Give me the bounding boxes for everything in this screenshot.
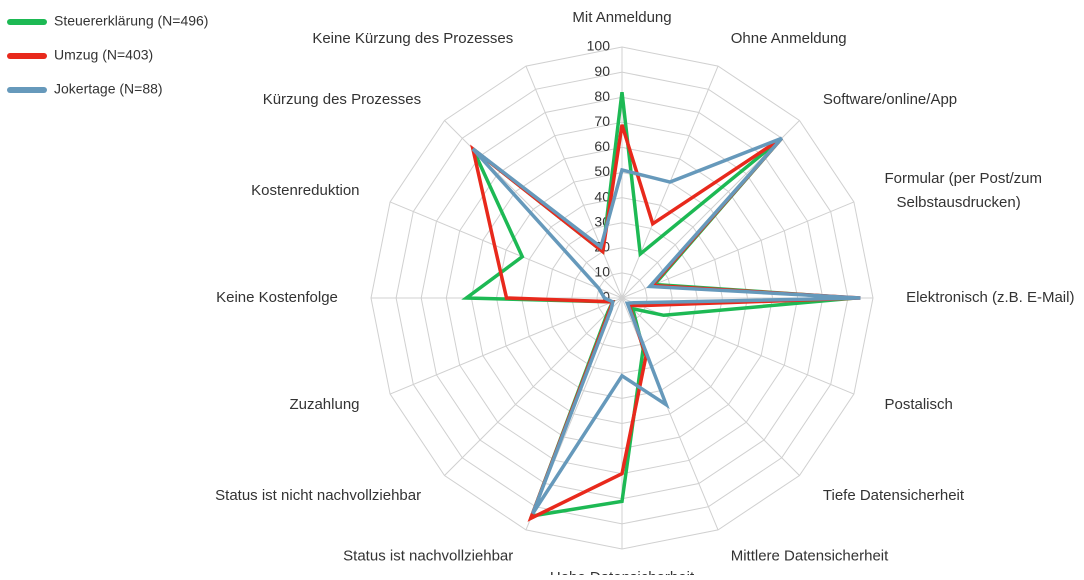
- spoke: [444, 297, 623, 476]
- r-tick-label: 60: [594, 138, 610, 154]
- spoke: [621, 201, 855, 299]
- legend-label: Steuererklärung (N=496): [54, 13, 208, 29]
- category-label: Kürzung des Prozesses: [263, 91, 421, 108]
- r-tick-label: 80: [594, 88, 610, 104]
- r-tick-label: 50: [594, 163, 610, 179]
- category-label: Status ist nicht nachvollziehbar: [215, 487, 421, 504]
- category-label: Postalisch: [884, 396, 952, 413]
- category-label: Formular (per Post/zum Selbstausdrucken): [884, 170, 1042, 211]
- category-label: Software/online/App: [823, 91, 957, 108]
- category-label: Hohe Datensicherheit: [550, 569, 695, 575]
- category-label: Keine Kürzung des Prozesses: [312, 30, 513, 47]
- category-label: Tiefe Datensicherheit: [823, 487, 965, 504]
- category-label: Mit Anmeldung: [572, 9, 671, 26]
- series-line: [470, 124, 861, 522]
- spoke: [389, 297, 623, 395]
- spoke: [525, 65, 623, 299]
- r-tick-label: 10: [594, 264, 610, 280]
- spoke: [621, 297, 800, 476]
- r-tick-label: 40: [594, 188, 610, 204]
- category-label: Status ist nachvollziehbar: [343, 548, 513, 565]
- category-label: Elektronisch (z.B. E-Mail): [906, 289, 1074, 306]
- category-label: Keine Kostenfolge: [216, 289, 338, 306]
- r-tick-label: 100: [587, 38, 611, 54]
- category-label: Kostenreduktion: [251, 182, 359, 199]
- category-label: Mittlere Datensicherheit: [731, 548, 889, 565]
- series-line: [471, 136, 861, 515]
- spoke: [621, 297, 719, 531]
- category-label: Ohne Anmeldung: [731, 30, 847, 47]
- r-tick-label: 70: [594, 113, 610, 129]
- legend-label: Jokertage (N=88): [54, 81, 163, 97]
- r-tick-label: 90: [594, 63, 610, 79]
- legend-label: Umzug (N=403): [54, 47, 153, 63]
- category-label: Zuzahlung: [289, 396, 359, 413]
- spoke: [389, 201, 623, 299]
- r-tick-label: 0: [602, 289, 610, 305]
